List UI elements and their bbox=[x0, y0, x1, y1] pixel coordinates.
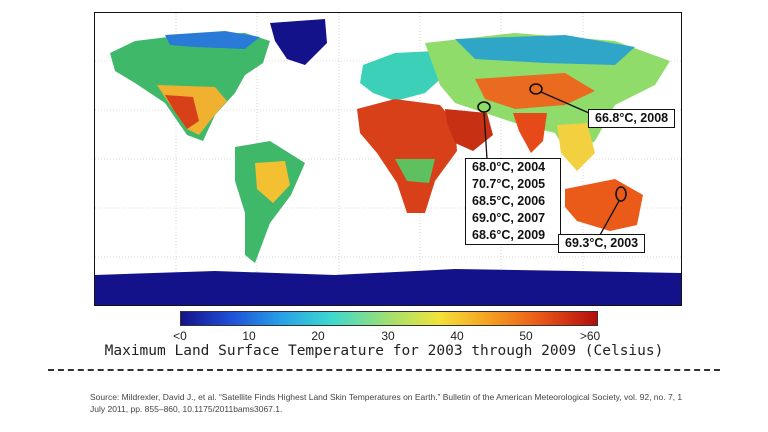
figure-title: Maximum Land Surface Temperature for 200… bbox=[104, 343, 664, 359]
dashed-divider bbox=[48, 369, 720, 371]
callout-line: 70.7°C, 2005 bbox=[472, 177, 546, 191]
us-southwest bbox=[165, 95, 199, 129]
colorbar bbox=[180, 311, 598, 326]
antarctica bbox=[95, 269, 681, 305]
se-asia bbox=[557, 123, 595, 171]
callout-line: 68.6°C, 2009 bbox=[472, 228, 546, 242]
australia bbox=[565, 179, 643, 231]
south-america-heat bbox=[255, 161, 290, 203]
europe bbox=[360, 51, 447, 101]
marker-australia bbox=[615, 186, 627, 202]
siberia-cold bbox=[455, 35, 635, 65]
leader-china bbox=[540, 91, 590, 114]
greenland bbox=[270, 19, 327, 65]
source-citation: Source: Mildrexler, David J., et al. “Sa… bbox=[90, 392, 683, 414]
leader-mideast bbox=[483, 111, 488, 160]
callout-china: 66.8°C, 2008 bbox=[588, 109, 676, 128]
colorbar-tick: <0 bbox=[173, 329, 187, 343]
temperature-map bbox=[94, 12, 682, 306]
india bbox=[513, 113, 547, 153]
callout-mideast: 68.0°C, 2004 70.7°C, 2005 68.5°C, 2006 6… bbox=[465, 158, 561, 245]
arctic-canada bbox=[165, 31, 260, 49]
arabia bbox=[445, 109, 493, 151]
leader-australia bbox=[599, 200, 620, 236]
colorbar-tick: 40 bbox=[450, 329, 464, 343]
colorbar-tick: 20 bbox=[311, 329, 325, 343]
africa bbox=[357, 99, 457, 213]
south-america bbox=[235, 141, 305, 263]
callout-line: 68.0°C, 2004 bbox=[472, 160, 546, 174]
central-africa-green bbox=[395, 159, 435, 183]
callout-australia: 69.3°C, 2003 bbox=[558, 234, 646, 253]
callout-line: 69.0°C, 2007 bbox=[472, 211, 546, 225]
central-asia-heat bbox=[475, 73, 595, 109]
colorbar-tick: 50 bbox=[519, 329, 533, 343]
colorbar-tick: >60 bbox=[579, 329, 601, 343]
colorbar-tick: 30 bbox=[381, 329, 395, 343]
marker-china bbox=[529, 83, 543, 95]
callout-line: 68.5°C, 2006 bbox=[472, 194, 546, 208]
colorbar-tick: 10 bbox=[242, 329, 256, 343]
